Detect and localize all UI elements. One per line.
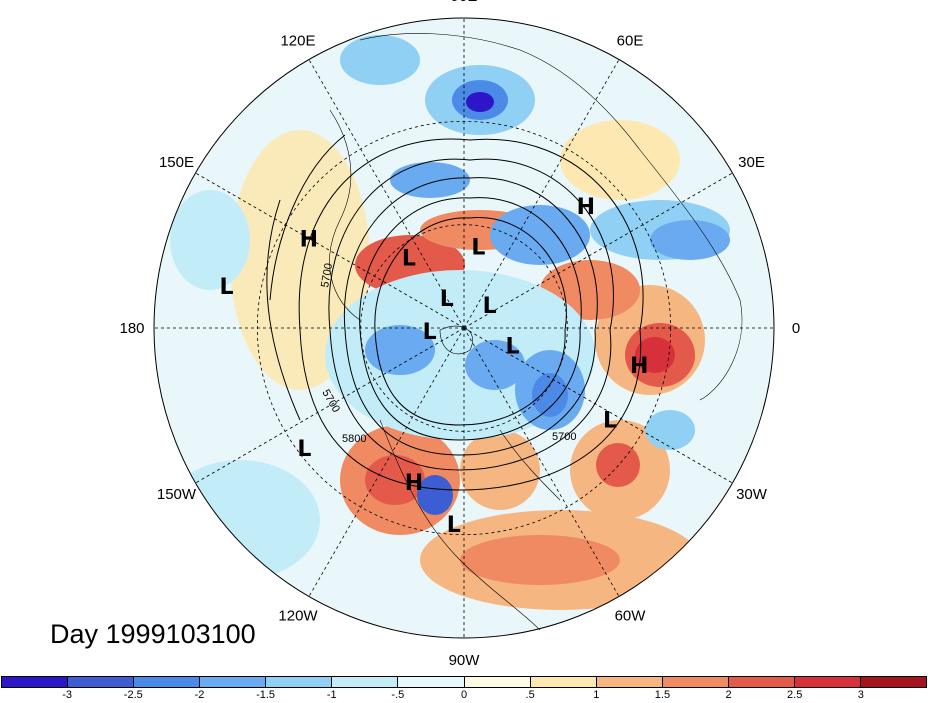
- colorbar-tick-label: -3: [62, 689, 73, 701]
- map-boundary: [153, 17, 775, 639]
- longitude-label-120w: 120W: [278, 608, 318, 625]
- longitude-label-30e: 30E: [738, 154, 765, 171]
- contour-label: 5700: [319, 262, 335, 288]
- colorbar-tick-label: 2.5: [787, 689, 803, 701]
- longitude-label-30w: 30W: [736, 486, 768, 503]
- low-label-l-atlantic: L: [603, 408, 617, 433]
- low-label-l-ne-asia: L: [402, 246, 416, 271]
- low-label-l-arctic-a: L: [440, 287, 454, 312]
- colorbar-tick-label: .5: [525, 689, 535, 701]
- high-label-h-w-usa: H: [405, 471, 423, 496]
- high-label-h-iberia: H: [630, 354, 648, 379]
- colorbar-tick-label: 3: [857, 689, 864, 701]
- height-contours: [266, 134, 644, 491]
- colorbar-tick-label: 0: [460, 689, 468, 701]
- colorbar-tick-label: 1.5: [654, 689, 671, 701]
- longitude-label-120e: 120E: [280, 32, 315, 49]
- colorbar-swatch: [68, 677, 135, 687]
- colorbar-tick-label: -1: [326, 689, 337, 701]
- longitude-label-0: 0: [792, 320, 800, 337]
- colorbar-swatch: [728, 677, 795, 687]
- low-label-l-ne-pacific: L: [297, 437, 311, 462]
- colorbar-swatch: [596, 677, 663, 687]
- longitude-label-90e: 90E: [451, 0, 478, 5]
- colorbar-swatch: [332, 677, 399, 687]
- colorbar-swatch: [200, 677, 267, 687]
- colorbar-swatch: [794, 677, 862, 687]
- colorbar-swatch: [134, 677, 201, 687]
- contour-label: 5700: [552, 431, 576, 443]
- longitude-label-60e: 60E: [617, 32, 644, 49]
- colorbar-tick-label: -1.5: [256, 689, 276, 701]
- colorbar: [1, 676, 927, 688]
- coastlines: [329, 33, 743, 631]
- colorbar-swatch: [266, 677, 333, 687]
- colorbar-tick-label: -2.5: [123, 689, 143, 701]
- longitude-label-90w: 90W: [449, 652, 481, 669]
- longitude-labels: 90E 60E 30E 0 30W 60W 90W 120W 150W 180 150E 120E: [119, 0, 800, 669]
- graticule: [154, 18, 774, 638]
- colorbar-swatch: [398, 677, 465, 687]
- high-label-h-siberia: H: [577, 195, 595, 220]
- high-label-h-pacific: H: [300, 227, 318, 252]
- low-label-l-arctic-b: L: [483, 294, 497, 319]
- colorbar-swatch: [530, 677, 597, 687]
- low-label-l-gulf: L: [447, 513, 461, 538]
- colorbar-tick-label: 1: [593, 689, 600, 701]
- longitude-label-180: 180: [119, 320, 144, 337]
- colorbar-swatch: [662, 677, 729, 687]
- low-label-l-greenland: L: [506, 335, 520, 360]
- longitude-label-150e: 150E: [159, 154, 194, 171]
- low-label-l-pacific: L: [220, 275, 234, 300]
- colorbar-swatch: [861, 677, 927, 687]
- longitude-label-60w: 60W: [615, 608, 647, 625]
- longitude-label-150w: 150W: [157, 486, 197, 503]
- colorbar-swatch: [2, 677, 69, 687]
- low-label-l-arctic-russia: L: [471, 236, 485, 261]
- colorbar-tick-label: -2: [194, 689, 205, 701]
- contour-label: 5800: [342, 433, 366, 445]
- page-title: Day 1999103100: [50, 619, 256, 649]
- colorbar-swatch: [464, 677, 531, 687]
- colorbar-tick-label: -.5: [391, 689, 405, 701]
- colorbar-ticks: -3 -2.5 -2 -1.5 -1 -.5 0 .5 1 1.5 2 2.5 3: [1, 689, 927, 703]
- low-label-l-arctic-c: L: [423, 320, 437, 345]
- colorbar-tick-label: 2: [725, 689, 732, 701]
